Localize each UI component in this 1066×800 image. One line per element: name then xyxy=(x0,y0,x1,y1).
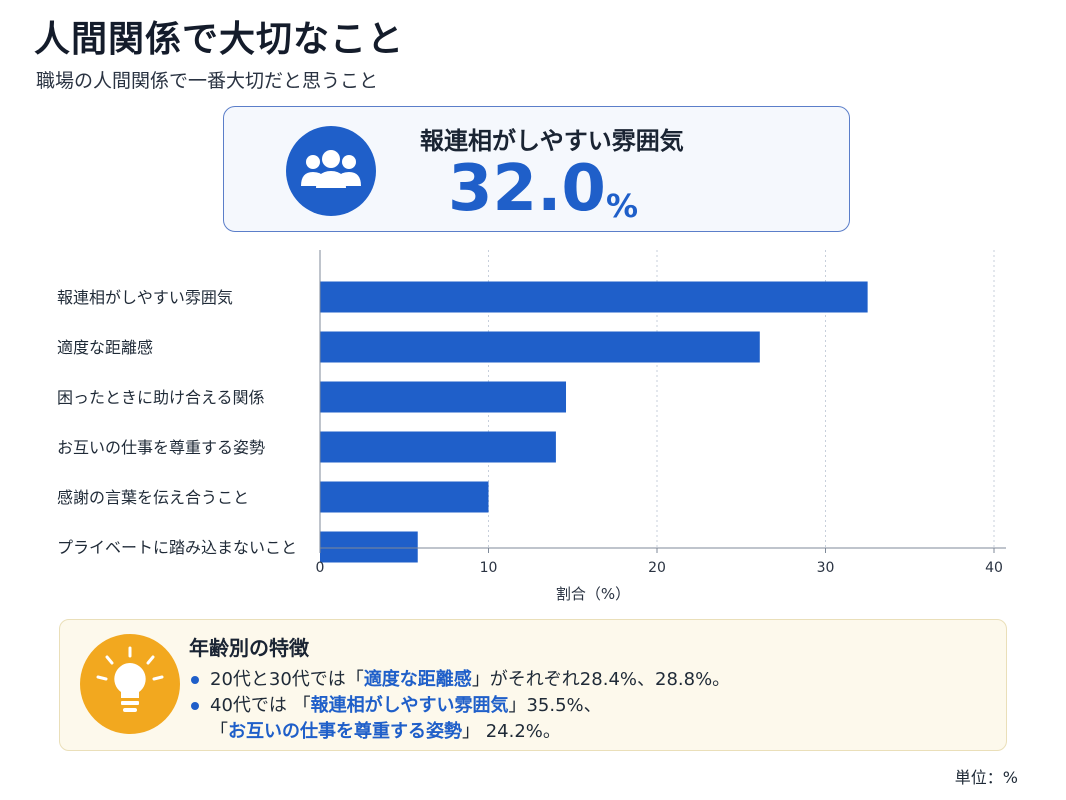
bar xyxy=(320,481,489,513)
bullet-2-text: 40代では 「 xyxy=(210,695,311,716)
bullet-3-text: 「 xyxy=(210,721,228,742)
x-tick-label: 10 xyxy=(480,560,498,576)
people-group-icon xyxy=(286,126,376,216)
bullet-dot xyxy=(191,702,199,710)
x-tick-label: 20 xyxy=(648,560,666,576)
bar xyxy=(320,331,760,363)
category-label: 適度な距離感 xyxy=(57,338,153,357)
page-subtitle: 職場の人間関係で一番大切だと思うこと xyxy=(36,70,379,92)
insight-title: 年齢別の特徴 xyxy=(189,636,309,660)
category-label: 報連相がしやすい雰囲気 xyxy=(57,288,233,307)
bar xyxy=(320,531,418,563)
category-label: お互いの仕事を尊重する姿勢 xyxy=(57,438,265,457)
bar xyxy=(320,431,556,463)
lightbulb-icon xyxy=(80,634,180,734)
bullet-2-tail: 」35.5%、 xyxy=(508,695,602,716)
insight-bullet-2-continued: 「お互いの仕事を尊重する姿勢」 24.2%。 xyxy=(210,717,561,743)
highlight-label: 報連相がしやすい雰囲気 xyxy=(420,127,684,155)
insight-panel: 年齢別の特徴 20代と30代では「適度な距離感」がそれぞれ28.4%、28.8%… xyxy=(59,619,1007,751)
bullet-3-tail: 」 24.2%。 xyxy=(462,721,561,742)
x-tick-label: 0 xyxy=(316,560,325,576)
highlight-card: 報連相がしやすい雰囲気 32.0 % xyxy=(223,106,850,232)
bullet-2-highlight: 報連相がしやすい雰囲気 xyxy=(310,695,509,716)
bullet-dot xyxy=(191,676,199,684)
bullet-1-text: 20代と30代では「 xyxy=(210,669,364,690)
x-axis-label: 割合（%） xyxy=(556,585,630,603)
category-label: 困ったときに助け合える関係 xyxy=(57,388,265,407)
bullet-3-highlight: お互いの仕事を尊重する姿勢 xyxy=(228,721,462,742)
insight-bullet-2: 40代では 「報連相がしやすい雰囲気」35.5%、 xyxy=(210,691,602,717)
insight-bullet-1: 20代と30代では「適度な距離感」がそれぞれ28.4%、28.8%。 xyxy=(210,665,730,691)
bullet-1-tail: 」がそれぞれ28.4%、28.8%。 xyxy=(471,669,731,690)
page-title: 人間関係で大切なこと xyxy=(34,19,405,60)
category-label: プライベートに踏み込まないこと xyxy=(57,538,297,557)
highlight-value: 32.0 xyxy=(448,152,606,226)
x-tick-label: 30 xyxy=(817,560,835,576)
category-label: 感謝の言葉を伝え合うこと xyxy=(57,488,249,507)
bar xyxy=(320,381,567,413)
unit-note: 単位：% xyxy=(954,768,1018,787)
bar-chart: 報連相がしやすい雰囲気適度な距離感困ったときに助け合える関係お互いの仕事を尊重す… xyxy=(57,250,1006,603)
x-tick-label: 40 xyxy=(985,560,1003,576)
highlight-unit: % xyxy=(606,187,639,225)
bullet-1-highlight: 適度な距離感 xyxy=(363,669,472,690)
bar xyxy=(320,281,868,313)
